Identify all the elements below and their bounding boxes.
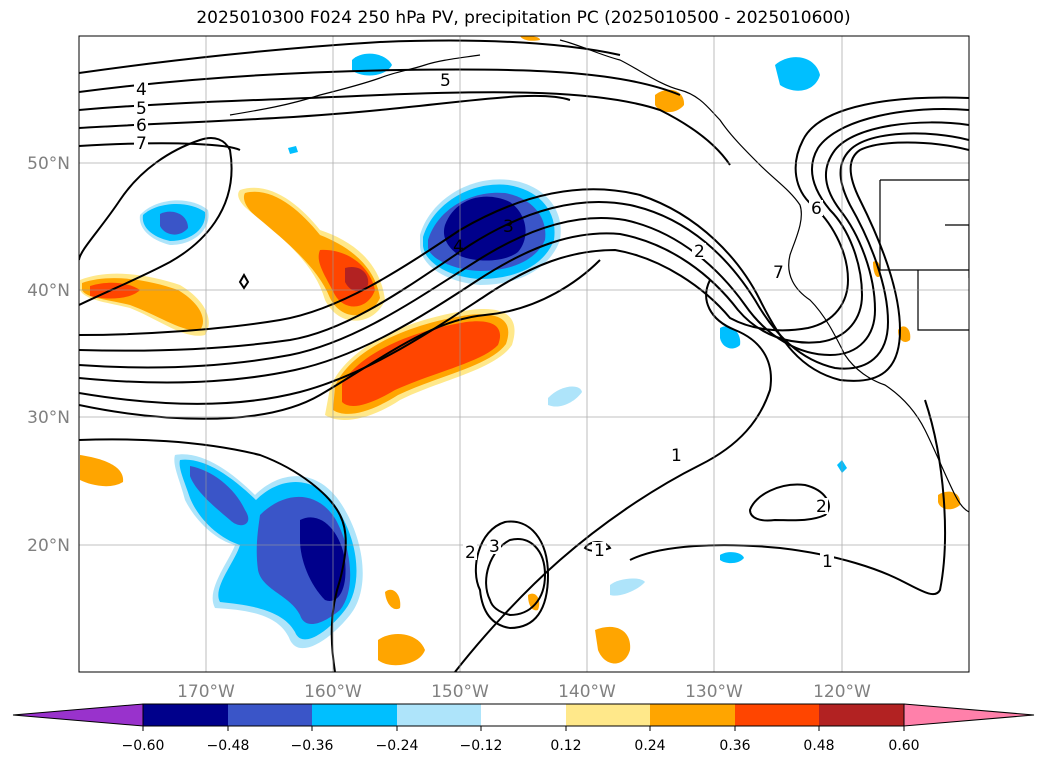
colorbar-tick-label: −0.36: [291, 738, 334, 754]
contour-label: 1: [822, 552, 833, 572]
contour-labels: 4 5 6 7 5 3 4 2 7 6 1 1 2 3 2: [134, 71, 834, 572]
graticule: [79, 36, 969, 672]
contour-label: 2: [465, 543, 476, 563]
colorbar-bin: [735, 704, 819, 726]
contour-label: 4: [453, 237, 464, 257]
longitude-labels: 170°W 160°W 150°W 140°W 130°W 120°W: [177, 682, 871, 702]
colorbar: −0.60 −0.48 −0.36 −0.24 −0.12 0.12 0.24 …: [12, 703, 1035, 754]
lat-label-20n: 20°N: [27, 536, 70, 556]
map-title: 2025010300 F024 250 hPa PV, precipitatio…: [196, 8, 851, 28]
contour-label: 7: [773, 263, 784, 283]
colorbar-bin: [397, 704, 481, 726]
lat-label-30n: 30°N: [27, 408, 70, 428]
lon-label-120w: 120°W: [813, 682, 871, 702]
colorbar-tick-label: −0.12: [460, 738, 503, 754]
lon-label-170w: 170°W: [177, 682, 235, 702]
contour-label: 6: [136, 116, 147, 136]
pv-contours: [79, 39, 969, 672]
colorbar-tick-label: −0.24: [376, 738, 419, 754]
lon-label-150w: 150°W: [431, 682, 489, 702]
contour-label: 4: [136, 80, 147, 100]
contour-label: 2: [816, 497, 827, 517]
colorbar-tick-label: 0.24: [634, 738, 665, 754]
colorbar-bin: [143, 704, 228, 726]
colorbar-extend-max: [903, 703, 1035, 727]
contour-label: 6: [811, 199, 822, 219]
contour-label: 3: [489, 537, 500, 557]
contour-label: 5: [440, 71, 451, 91]
lon-label-130w: 130°W: [685, 682, 743, 702]
contour-label: 1: [594, 541, 605, 561]
lon-label-160w: 160°W: [304, 682, 362, 702]
colorbar-bin: [312, 704, 397, 726]
lat-label-50n: 50°N: [27, 154, 70, 174]
colorbar-bin: [228, 704, 312, 726]
colorbar-tick-label: 0.60: [888, 738, 919, 754]
lat-label-40n: 40°N: [27, 281, 70, 301]
latitude-labels: 50°N 40°N 30°N 20°N: [27, 154, 70, 556]
contour-label: 5: [136, 99, 147, 119]
colorbar-tick-label: −0.48: [207, 738, 250, 754]
colorbar-extend-min: [12, 703, 144, 727]
map-panel: 4 5 6 7 5 3 4 2 7 6 1 1 2 3 2: [79, 36, 969, 672]
colorbar-bin: [819, 704, 904, 726]
map-frame: [78, 35, 970, 673]
contour-label: 2: [694, 242, 705, 262]
lon-label-140w: 140°W: [558, 682, 616, 702]
colorbar-tick-label: 0.36: [719, 738, 750, 754]
colorbar-bin: [650, 704, 735, 726]
contour-label: 7: [136, 134, 147, 154]
contour-label: 1: [671, 446, 682, 466]
colorbar-tick-label: 0.48: [803, 738, 834, 754]
colorbar-tick-label: −0.60: [122, 738, 165, 754]
colorbar-bin: [481, 704, 566, 726]
contour-label: 3: [503, 217, 514, 237]
colorbar-bin: [566, 704, 650, 726]
colorbar-tick-label: 0.12: [550, 738, 581, 754]
